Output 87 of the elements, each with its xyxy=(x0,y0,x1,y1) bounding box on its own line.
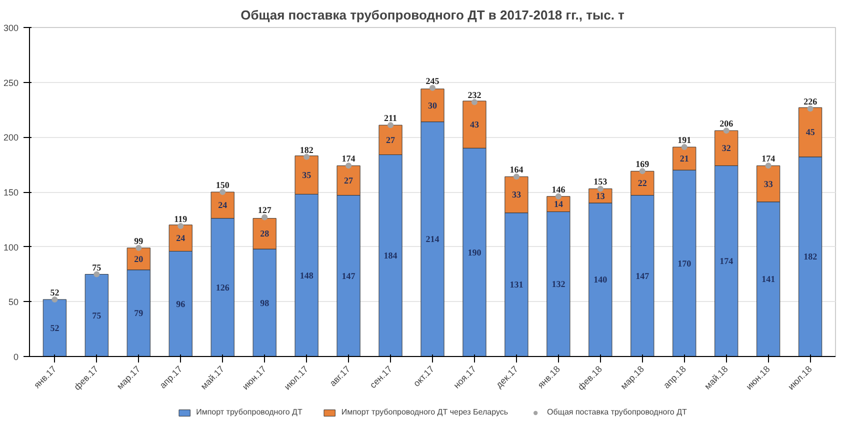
data-label: 99 xyxy=(134,236,144,246)
data-label: 211 xyxy=(384,113,398,124)
data-label: 190 xyxy=(468,247,482,258)
data-label: 164 xyxy=(510,164,524,175)
data-label: 226 xyxy=(804,96,818,107)
data-label: 245 xyxy=(426,76,440,86)
data-label: 147 xyxy=(342,270,356,281)
data-label: 28 xyxy=(260,228,270,239)
data-label: 52 xyxy=(50,287,60,298)
y-tick-label: 200 xyxy=(3,132,19,143)
data-label: 75 xyxy=(92,310,102,320)
data-label: 153 xyxy=(594,176,608,187)
data-label: 174 xyxy=(762,154,776,164)
y-tick-label: 250 xyxy=(3,78,19,88)
point xyxy=(178,223,184,229)
point xyxy=(681,144,688,150)
point xyxy=(262,214,268,220)
legend-label: Общая поставка трубопроводного ДТ xyxy=(547,408,687,416)
point xyxy=(220,189,226,195)
data-label: 33 xyxy=(512,190,522,200)
point xyxy=(94,271,100,278)
point xyxy=(52,296,58,302)
point xyxy=(723,128,730,134)
y-tick-label: 300 xyxy=(3,23,19,33)
data-label: 182 xyxy=(804,252,818,262)
data-label: 132 xyxy=(552,279,566,290)
data-label: 13 xyxy=(596,190,606,201)
data-label: 52 xyxy=(50,322,60,333)
point xyxy=(639,168,646,174)
data-label: 174 xyxy=(342,154,356,164)
point xyxy=(555,193,562,200)
data-label: 35 xyxy=(302,170,312,180)
data-label: 119 xyxy=(174,214,188,224)
data-label: 146 xyxy=(552,184,566,194)
data-label: 184 xyxy=(384,250,398,261)
data-label: 27 xyxy=(344,175,354,186)
data-label: 174 xyxy=(720,256,734,266)
data-label: 24 xyxy=(218,200,228,210)
data-label: 214 xyxy=(426,234,440,244)
data-label: 127 xyxy=(258,205,272,216)
data-label: 232 xyxy=(468,90,482,100)
data-label: 20 xyxy=(134,254,144,264)
legend-label: Импорт трубопроводного ДТ xyxy=(196,408,302,416)
point xyxy=(430,84,436,91)
chart-title: Общая поставка трубопроводного ДТ в 2017-2018 гг., тыс. т xyxy=(240,8,624,22)
data-label: 96 xyxy=(176,298,186,309)
data-label: 21 xyxy=(680,154,690,164)
data-label: 43 xyxy=(470,120,480,130)
data-label: 22 xyxy=(638,178,648,188)
point xyxy=(346,162,352,169)
y-tick-label: 0 xyxy=(13,352,19,362)
data-label: 150 xyxy=(216,180,230,190)
bar xyxy=(84,274,108,356)
point xyxy=(513,174,520,180)
data-label: 206 xyxy=(720,118,734,129)
data-label: 191 xyxy=(678,135,692,146)
data-label: 141 xyxy=(762,274,776,284)
point xyxy=(765,162,772,169)
data-label: 126 xyxy=(216,282,230,292)
point xyxy=(388,122,394,128)
data-label: 170 xyxy=(678,258,692,268)
point xyxy=(471,99,478,106)
data-label: 182 xyxy=(300,144,314,155)
point xyxy=(597,186,604,192)
data-label: 140 xyxy=(594,274,608,285)
point xyxy=(136,244,142,251)
data-label: 45 xyxy=(806,127,816,138)
data-label: 33 xyxy=(764,178,774,189)
data-label: 169 xyxy=(636,159,650,170)
data-label: 131 xyxy=(510,280,524,290)
data-label: 75 xyxy=(92,262,102,272)
legend-label: Импорт трубопроводного ДТ через Беларусь xyxy=(341,408,508,416)
data-label: 148 xyxy=(300,270,314,280)
data-label: 147 xyxy=(636,270,650,281)
point xyxy=(304,154,310,160)
data-label: 30 xyxy=(428,100,438,110)
point xyxy=(807,106,814,112)
y-tick-label: 50 xyxy=(8,297,19,308)
data-label: 27 xyxy=(386,134,396,145)
bar xyxy=(42,299,66,356)
y-tick-label: 100 xyxy=(3,242,19,252)
data-label: 14 xyxy=(554,199,564,210)
data-label: 32 xyxy=(722,143,732,154)
data-label: 24 xyxy=(176,233,186,244)
data-label: 79 xyxy=(134,308,144,318)
data-label: 98 xyxy=(260,298,270,308)
y-tick-label: 150 xyxy=(3,188,19,198)
